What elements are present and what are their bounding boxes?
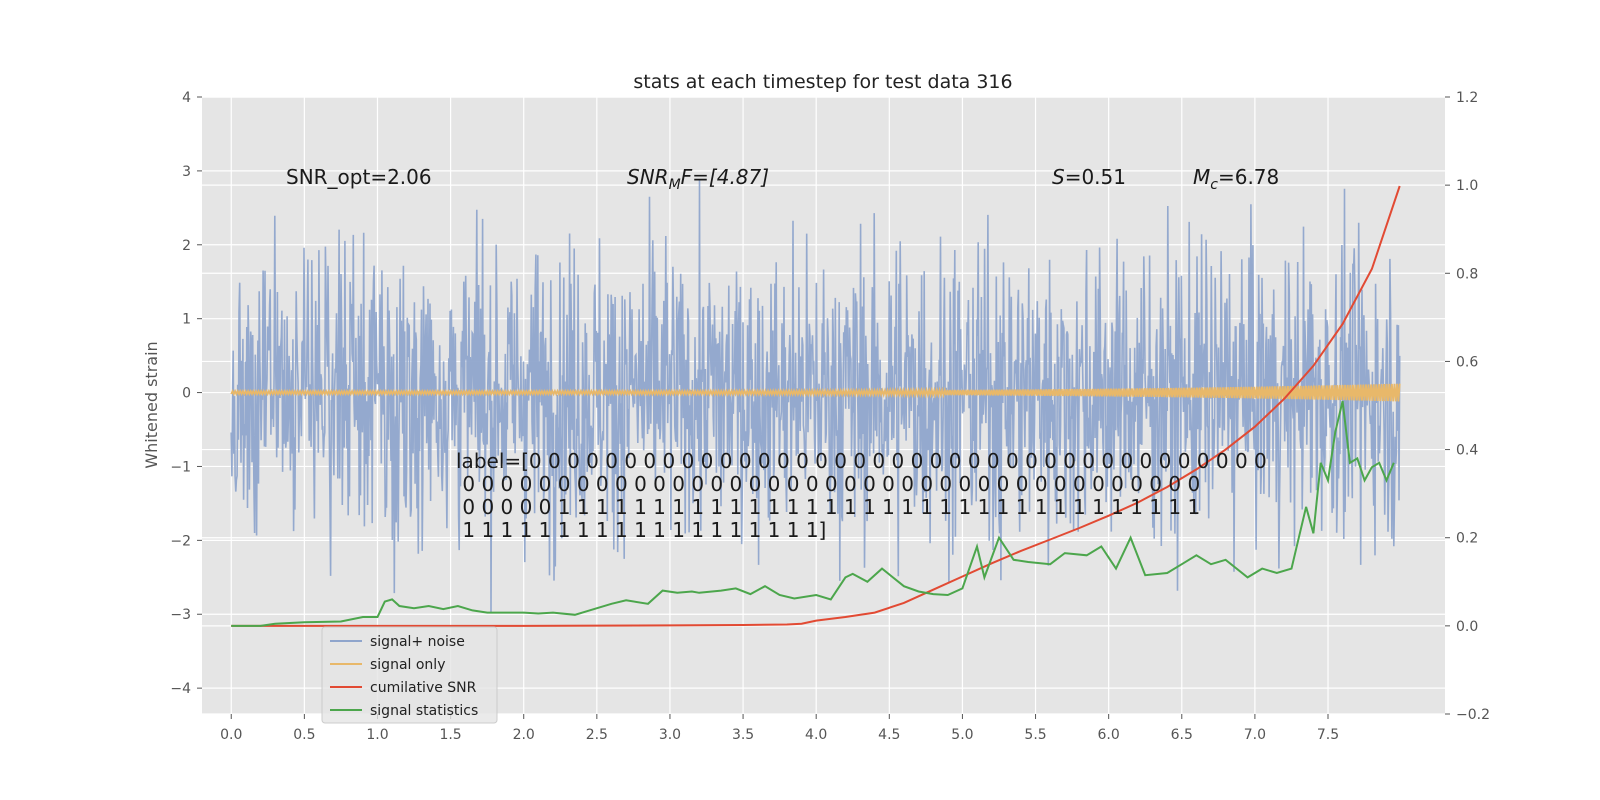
label-line-1: label=[0 0 0 0 0 0 0 0 0 0 0 0 0 0 0 0 0… <box>456 449 1267 473</box>
x-tick-label: 1.0 <box>366 727 388 743</box>
y-tick-label: 2 <box>182 238 191 254</box>
s-symbol: S <box>1052 165 1065 189</box>
x-tick-label: 5.0 <box>951 727 973 743</box>
chart-title: stats at each timestep for test data 316 <box>633 71 1012 93</box>
x-tick-label: 2.5 <box>586 727 608 743</box>
label-line-4: 1 1 1 1 1 1 1 1 1 1 1 1 1 1 1 1 1 1 1] <box>456 518 826 542</box>
mc-value: =6.78 <box>1218 165 1279 189</box>
x-tick-label: 3.5 <box>732 727 754 743</box>
cumulative-snr-series <box>231 185 1401 627</box>
legend-box <box>321 626 498 724</box>
legend-label-signal-only: signal only <box>370 657 445 673</box>
x-tick-label: 7.0 <box>1244 727 1266 743</box>
y-tick-label: 4 <box>182 90 191 106</box>
y2-tick-label: −0.2 <box>1456 707 1490 723</box>
x-tick-label: 2.0 <box>513 727 535 743</box>
y2-tick-label: 0.6 <box>1456 354 1478 370</box>
x-tick-label: 3.0 <box>659 727 681 743</box>
y2-tick-label: 1.0 <box>1456 178 1478 194</box>
label-annotation: label=[0 0 0 0 0 0 0 0 0 0 0 0 0 0 0 0 0… <box>456 449 1267 542</box>
snr-mf-symbol: SNR <box>627 165 669 189</box>
legend: signal+ noise signal only cumilative SNR… <box>321 626 498 724</box>
snr-mf-value: F=[4.87] <box>681 165 769 189</box>
x-tick-label: 7.5 <box>1317 727 1339 743</box>
label-line-3: 0 0 0 0 0 1 1 1 1 1 1 1 1 1 1 1 1 1 1 1 … <box>456 495 1200 519</box>
y2-tick-label: 1.2 <box>1456 90 1478 106</box>
s-value: =0.51 <box>1065 165 1126 189</box>
legend-label-noise: signal+ noise <box>370 634 465 650</box>
snr-mf-subscript: M <box>669 177 681 193</box>
y-tick-label: −3 <box>170 607 191 623</box>
signal-only-trace <box>230 383 1401 402</box>
y-tick-label: −4 <box>170 681 191 697</box>
y2-axis-ticks: 1.2 1.0 0.8 0.6 0.4 0.2 0.0 −0.2 <box>1445 90 1490 723</box>
y-axis-ticks: 4 3 2 1 0 −1 −2 −3 −4 <box>170 90 202 697</box>
y-tick-label: −2 <box>170 533 191 549</box>
y-tick-label: 0 <box>182 386 191 402</box>
x-tick-label: 6.0 <box>1098 727 1120 743</box>
y2-tick-label: 0.0 <box>1456 619 1478 635</box>
x-tick-label: 4.0 <box>805 727 827 743</box>
y2-tick-label: 0.4 <box>1456 443 1478 459</box>
x-tick-label: 0.5 <box>293 727 315 743</box>
s-annotation: S=0.51 <box>1052 165 1126 189</box>
y-tick-label: 3 <box>182 164 191 180</box>
legend-label-snr: cumilative SNR <box>370 680 477 696</box>
mc-annotation: Mc=6.78 <box>1193 165 1279 193</box>
y2-tick-label: 0.2 <box>1456 531 1478 547</box>
mc-symbol: M <box>1193 165 1210 189</box>
signal-statistics-line <box>231 400 1395 627</box>
snr-opt-annotation: SNR_opt=2.06 <box>286 165 432 189</box>
y-tick-label: 1 <box>182 312 191 328</box>
y-axis-label: Whitened strain <box>142 341 161 468</box>
cumulative-snr-line <box>231 185 1401 627</box>
label-line-2: 0 0 0 0 0 0 0 0 0 0 0 0 0 0 0 0 0 0 0 0 … <box>456 472 1200 496</box>
x-tick-label: 4.5 <box>878 727 900 743</box>
legend-label-stats: signal statistics <box>370 703 478 719</box>
x-tick-label: 6.5 <box>1171 727 1193 743</box>
mc-subscript: c <box>1210 177 1218 193</box>
x-tick-label: 1.5 <box>439 727 461 743</box>
signal-statistics-series <box>231 400 1395 627</box>
x-tick-label: 0.0 <box>220 727 242 743</box>
y2-tick-label: 0.8 <box>1456 266 1478 282</box>
x-axis-ticks: 0.0 0.5 1.0 1.5 2.0 2.5 3.0 3.5 4.0 4.5 5.0 5.5 6.0 6… <box>220 714 1339 743</box>
snr-mf-annotation: SNRMF=[4.87] <box>627 165 769 193</box>
x-tick-label: 5.5 <box>1024 727 1046 743</box>
y-tick-label: −1 <box>170 459 191 475</box>
signal-only-series <box>230 383 1401 402</box>
